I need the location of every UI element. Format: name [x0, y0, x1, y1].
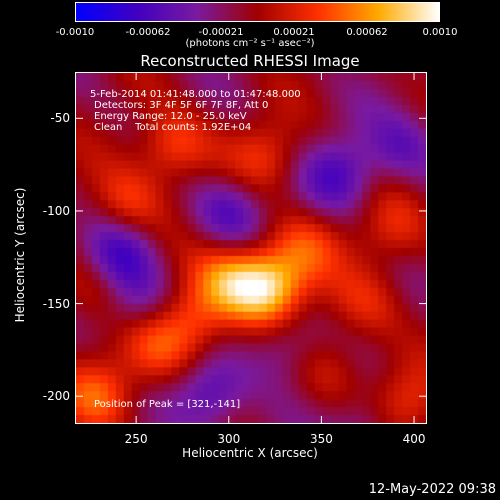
chart-title: Reconstructed RHESSI Image: [140, 52, 360, 70]
peak-position-text: Position of Peak = [321,-141]: [94, 399, 241, 410]
x-tick-label: 400: [402, 432, 426, 446]
colorbar-tick-label: 0.00062: [346, 27, 388, 38]
colorbar-tick-label: -0.0010: [55, 27, 95, 38]
time-range-text: 5-Feb-2014 01:41:48.000 to 01:47:48.000: [90, 89, 301, 100]
y-tick-label: -150: [42, 296, 70, 311]
colorbar-tick-label: 0.0010: [422, 27, 458, 38]
energy-range-text: Energy Range: 12.0 - 25.0 keV: [94, 111, 247, 122]
x-tick-label: 300: [217, 432, 241, 446]
y-tick-label: -100: [42, 203, 70, 218]
plot-area[interactable]: 5-Feb-2014 01:41:48.000 to 01:47:48.000 …: [75, 72, 427, 424]
colorbar-tick-label: 0.00021: [273, 27, 315, 38]
heatmap: [76, 73, 426, 423]
colorbar-unit: (photons cm⁻² s⁻¹ asec⁻²): [185, 38, 315, 49]
colorbar-tick-label: -0.00062: [125, 27, 171, 38]
detectors-text: Detectors: 3F 4F 5F 6F 7F 8F, Att 0: [94, 100, 269, 111]
y-tick-label: -200: [42, 389, 70, 404]
x-tick-label: 350: [309, 432, 333, 446]
colorbar: [75, 2, 440, 22]
x-tick-label: 250: [124, 432, 148, 446]
colorbar-gradient: [76, 3, 439, 21]
x-axis-title: Heliocentric X (arcsec): [182, 446, 318, 460]
counts-text: Clean Total counts: 1.92E+04: [94, 122, 252, 133]
y-axis-title: Heliocentric Y (arcsec): [13, 187, 27, 323]
colorbar-tick-label: -0.00021: [198, 27, 244, 38]
y-tick-label: -50: [50, 111, 70, 126]
timestamp: 12-May-2022 09:38: [368, 482, 496, 497]
colorbar-fill: [76, 3, 439, 21]
